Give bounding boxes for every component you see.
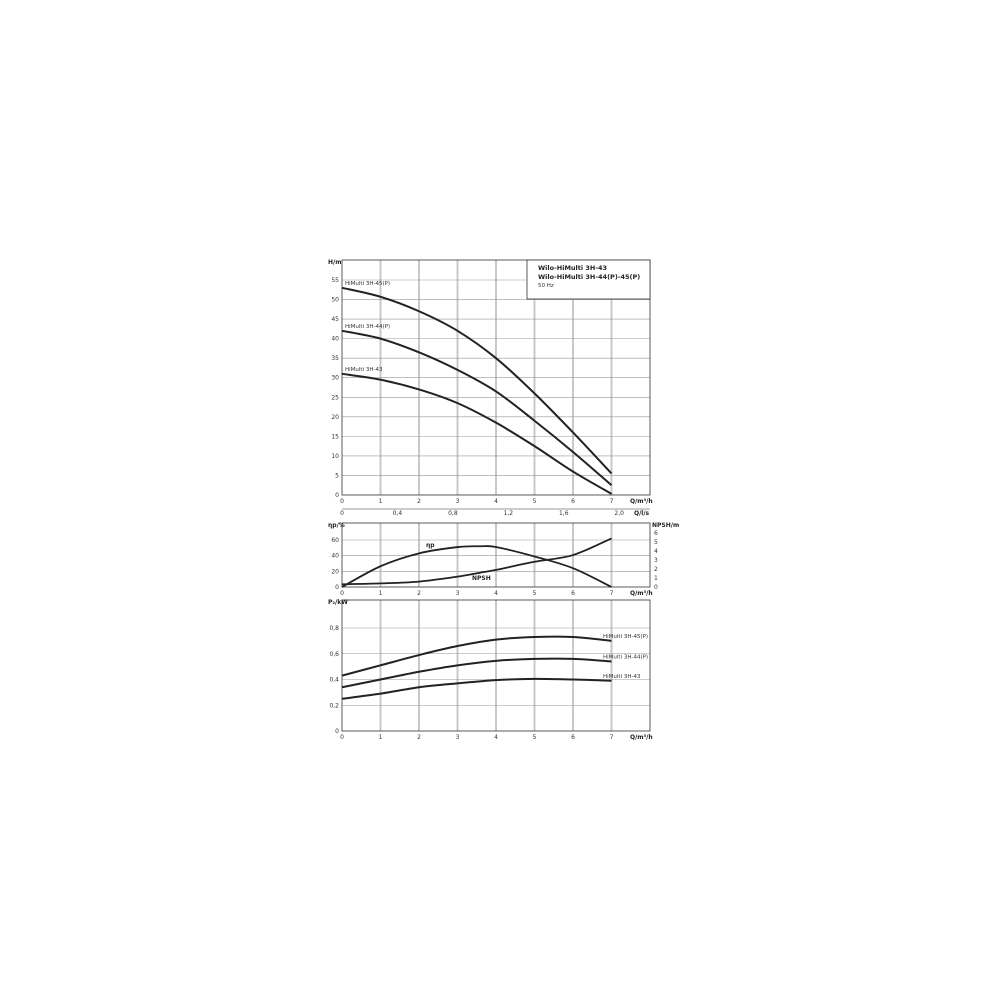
series-label: NPSH [472,575,491,582]
y2-tick-label: 1 [654,575,658,582]
y-tick-label: 0,6 [329,651,339,658]
plot-frame [341,259,651,496]
series-label: HiMulti 3H-43 [603,674,641,680]
y-tick-label: 10 [331,453,339,460]
series-line-himulti-3h-45-p- [341,286,613,475]
y-axis-label: ηp/% [328,522,345,529]
y2-tick-label: 6 [654,530,658,537]
y-tick-label: 50 [331,297,339,304]
y-tick-label: 20 [331,568,339,575]
x-tick-label: 2 [417,498,421,505]
x-axis-label: Q/m³/h [630,590,653,597]
y-tick-label: 30 [331,375,339,382]
series-label: HiMulti 3H-45(P) [345,281,390,287]
x-tick-label: 2 [417,590,421,597]
series-label: ηp [426,542,435,549]
y-tick-label: 15 [331,433,339,440]
series-label: HiMulti 3H-43 [345,367,383,373]
y2-tick-label: 2 [654,566,658,573]
series-line-himulti-3h-43 [341,372,613,495]
x-tick-label: 3 [456,498,460,505]
x-tick-label: 7 [610,590,614,597]
x-tick-label: 7 [610,734,614,741]
x-tick-label: 3 [456,734,460,741]
x-tick-label: 5 [533,590,537,597]
series-label: HiMulti 3H-44(P) [603,654,648,660]
y-axis-label: H/m [328,259,341,266]
y-tick-label: 0,4 [329,677,339,684]
x-tick-label: 6 [571,590,575,597]
x2-tick-label: 1,2 [504,510,514,517]
x-tick-label: 0 [340,734,344,741]
x2-axis-label: Q/l/s [634,510,650,517]
x-axis-label: Q/m³/h [630,498,653,505]
x-tick-label: 6 [571,498,575,505]
x-tick-label: 0 [340,498,344,505]
series-label: HiMulti 3H-44(P) [345,324,390,330]
legend-title-1: Wilo-HiMulti 3H-43 [538,264,607,272]
x-tick-label: 3 [456,590,460,597]
y-tick-label: 5 [335,472,339,479]
x-tick-label: 4 [494,734,498,741]
y2-tick-label: 5 [654,539,658,546]
series-label: HiMulti 3H-45(P) [603,634,648,640]
x-tick-label: 5 [533,734,537,741]
y2-axis-label: NPSH/m [652,522,679,529]
y-tick-label: 0 [335,584,339,591]
y-tick-label: 40 [331,553,339,560]
y-tick-label: 25 [331,394,339,401]
series-line-himulti-3h-44-p- [341,657,612,689]
x-tick-label: 7 [610,498,614,505]
y-tick-label: 40 [331,336,339,343]
x2-tick-label: 0,4 [393,510,403,517]
y-tick-label: 45 [331,316,339,323]
x-tick-label: 0 [340,590,344,597]
x2-tick-label: 0,8 [448,510,458,517]
x-tick-label: 4 [494,590,498,597]
y-tick-label: 0,8 [329,625,339,632]
series-line--p [341,545,612,588]
series-line-himulti-3h-44-p- [341,329,613,486]
x-tick-label: 5 [533,498,537,505]
x2-tick-label: 2,0 [614,510,624,517]
y-axis-label: P₂/kW [328,599,348,606]
y-tick-label: 20 [331,414,339,421]
legend-box [526,259,651,300]
y2-tick-label: 4 [654,548,658,555]
x-tick-label: 1 [379,590,383,597]
series-line-npsh [341,537,612,586]
x-tick-label: 1 [379,498,383,505]
y-tick-label: 0,2 [329,702,339,709]
y-tick-label: 35 [331,355,339,362]
x-tick-label: 4 [494,498,498,505]
plot-frame [341,522,651,588]
x-tick-label: 6 [571,734,575,741]
x-tick-label: 1 [379,734,383,741]
plot-frame [341,599,651,732]
y2-tick-label: 3 [654,557,658,564]
legend-frequency: 50 Hz [538,283,554,289]
y-tick-label: 60 [331,537,339,544]
series-line-himulti-3h-45-p- [341,635,612,677]
series-line-himulti-3h-43 [341,677,612,700]
x-tick-label: 2 [417,734,421,741]
y2-tick-label: 0 [654,584,658,591]
x-axis-label: Q/m³/h [630,734,653,741]
y-tick-label: 55 [331,277,339,284]
legend-title-2: Wilo-HiMulti 3H-44(P)-45(P) [538,273,640,281]
x2-tick-label: 0 [340,510,344,517]
y-tick-label: 0 [335,728,339,735]
x2-tick-label: 1,6 [559,510,569,517]
y-tick-label: 0 [335,492,339,499]
